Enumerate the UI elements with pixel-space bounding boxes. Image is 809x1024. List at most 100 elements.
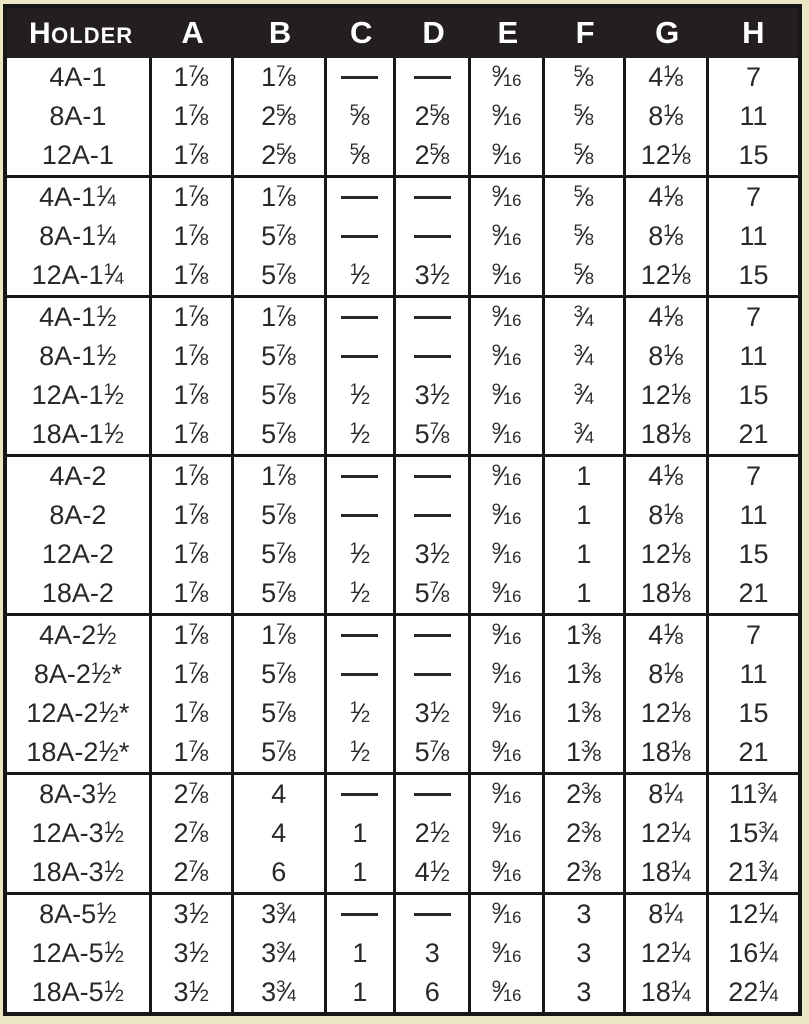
value-cell: 7 bbox=[745, 182, 762, 212]
fraction: 3⁄4 bbox=[276, 899, 297, 929]
value-cell: 4 1⁄8 bbox=[626, 616, 710, 655]
fraction: 7⁄8 bbox=[188, 302, 209, 332]
fraction: 1⁄8 bbox=[663, 620, 684, 650]
value-cell: 9⁄16 bbox=[471, 535, 545, 574]
value-cell: 8 1⁄4 bbox=[626, 775, 710, 814]
value-cell: 1 bbox=[327, 814, 397, 853]
value-cell: 9⁄16 bbox=[471, 853, 545, 892]
fraction: 7⁄8 bbox=[188, 62, 209, 92]
empty-dash bbox=[341, 514, 379, 517]
holder-cell: 4A-2 bbox=[7, 457, 152, 496]
fraction: 1⁄2 bbox=[349, 260, 371, 290]
fraction: 9⁄16 bbox=[491, 302, 522, 332]
value-cell: 3 3⁄4 bbox=[234, 973, 327, 1012]
fraction: 1⁄2 bbox=[188, 938, 209, 968]
table-group: 4A-1 1⁄4 1 7⁄8 1 7⁄8 9⁄16 5⁄8 4 1⁄8 7 8A-1 1⁄4 1 7⁄8 5 7… bbox=[7, 175, 798, 295]
value-cell: 18 1⁄8 bbox=[626, 733, 710, 772]
empty-dash bbox=[413, 793, 451, 796]
empty-dash bbox=[413, 673, 451, 676]
value-cell: 1 7⁄8 bbox=[152, 337, 234, 376]
value-cell: 21 bbox=[738, 578, 769, 608]
value-cell: 11 bbox=[739, 341, 768, 371]
fraction: 1⁄2 bbox=[98, 737, 119, 767]
header-cell-g: G bbox=[655, 15, 680, 50]
value-cell: 9⁄16 bbox=[471, 457, 545, 496]
value-cell bbox=[396, 616, 472, 655]
value-cell: 1 7⁄8 bbox=[234, 616, 327, 655]
fraction: 1⁄4 bbox=[96, 221, 117, 251]
empty-dash bbox=[413, 913, 451, 916]
table-row: 8A-2 1 7⁄8 5 7⁄8 9⁄16 1 8 1⁄8 11 bbox=[7, 496, 798, 535]
holder-cell: 4A-2 1⁄2 bbox=[7, 616, 152, 655]
fraction: 7⁄8 bbox=[188, 737, 209, 767]
value-cell bbox=[396, 496, 472, 535]
table-row: 12A-1 1 7⁄8 2 5⁄8 5⁄8 2 5⁄8 9⁄16 5⁄8 12 1⁄8 15 bbox=[7, 136, 798, 175]
table-row: 8A-2 1⁄2 * 1 7⁄8 5 7⁄8 9⁄16 1 3⁄8 8 1⁄8 11 bbox=[7, 655, 798, 694]
fraction: 1⁄8 bbox=[663, 182, 684, 212]
value-cell: 3 1⁄2 bbox=[152, 973, 234, 1012]
fraction: 7⁄8 bbox=[276, 221, 297, 251]
fraction: 7⁄8 bbox=[276, 62, 297, 92]
fraction: 9⁄16 bbox=[491, 779, 522, 809]
fraction: 9⁄16 bbox=[491, 899, 522, 929]
value-cell: 2 7⁄8 bbox=[152, 775, 234, 814]
value-cell: 18 1⁄4 bbox=[626, 973, 710, 1012]
table-row: 4A-1 1 7⁄8 1 7⁄8 9⁄16 5⁄8 4 1⁄8 7 bbox=[7, 58, 798, 97]
table-group: 4A-2 1 7⁄8 1 7⁄8 9⁄16 1 4 1⁄8 7 8A-2 1 7⁄8 5 7⁄8 9⁄16 1 8… bbox=[7, 454, 798, 613]
fraction: 3⁄8 bbox=[581, 698, 602, 728]
empty-dash bbox=[341, 235, 379, 238]
fraction: 1⁄2 bbox=[349, 539, 371, 569]
empty-dash bbox=[413, 235, 451, 238]
empty-dash bbox=[341, 673, 379, 676]
value-cell: 9⁄16 bbox=[471, 178, 545, 217]
value-cell: 1 7⁄8 bbox=[152, 694, 234, 733]
fraction: 9⁄16 bbox=[491, 419, 522, 449]
fraction: 7⁄8 bbox=[188, 779, 209, 809]
empty-dash bbox=[413, 355, 451, 358]
value-cell: 2 7⁄8 bbox=[152, 814, 234, 853]
fraction: 5⁄8 bbox=[573, 260, 595, 290]
fraction: 1⁄4 bbox=[670, 977, 692, 1007]
fraction: 9⁄16 bbox=[491, 500, 522, 530]
empty-dash bbox=[341, 793, 379, 796]
value-cell: 9⁄16 bbox=[471, 496, 545, 535]
fraction: 9⁄16 bbox=[491, 101, 522, 131]
value-cell: 9⁄16 bbox=[471, 574, 545, 613]
value-cell: 12 1⁄8 bbox=[626, 376, 710, 415]
fraction: 9⁄16 bbox=[491, 341, 522, 371]
empty-dash bbox=[413, 316, 451, 319]
value-cell: 5 7⁄8 bbox=[234, 655, 327, 694]
value-cell bbox=[396, 457, 472, 496]
value-cell: 3 1⁄2 bbox=[396, 694, 472, 733]
value-cell: 11 bbox=[739, 500, 768, 530]
table-row: 8A-1 1⁄2 1 7⁄8 5 7⁄8 9⁄16 3⁄4 8 1⁄8 11 bbox=[7, 337, 798, 376]
fraction: 1⁄8 bbox=[670, 419, 692, 449]
table-group: 4A-1 1 7⁄8 1 7⁄8 9⁄16 5⁄8 4 1⁄8 7 8A-1 1 7⁄8 2 5⁄8 5⁄8 2… bbox=[7, 58, 798, 175]
fraction: 1⁄2 bbox=[96, 341, 117, 371]
value-cell: 1 7⁄8 bbox=[152, 574, 234, 613]
value-cell: 2 5⁄8 bbox=[396, 136, 472, 175]
value-cell: 3 bbox=[545, 934, 626, 973]
value-cell: 5⁄8 bbox=[545, 217, 626, 256]
value-cell: 1⁄2 bbox=[327, 694, 397, 733]
value-cell: 1 bbox=[327, 853, 397, 892]
value-cell: 1 3⁄8 bbox=[545, 694, 626, 733]
table-group: 8A-3 1⁄2 2 7⁄8 4 9⁄16 2 3⁄8 8 1⁄4 11 3⁄4 12A-3 1⁄2 2 7⁄… bbox=[7, 772, 798, 892]
value-cell: 1 7⁄8 bbox=[152, 97, 234, 136]
value-cell: 1 7⁄8 bbox=[234, 58, 327, 97]
fraction: 9⁄16 bbox=[491, 938, 522, 968]
fraction: 3⁄8 bbox=[581, 659, 602, 689]
fraction: 1⁄2 bbox=[188, 977, 209, 1007]
fraction: 9⁄16 bbox=[491, 260, 522, 290]
value-cell: 4 bbox=[234, 775, 327, 814]
value-cell: 6 bbox=[396, 973, 472, 1012]
fraction: 1⁄2 bbox=[349, 419, 371, 449]
value-cell: 11 bbox=[739, 221, 768, 251]
value-cell: 9⁄16 bbox=[471, 775, 545, 814]
table-row: 12A-2 1 7⁄8 5 7⁄8 1⁄2 3 1⁄2 9⁄16 1 12 1⁄8 15 bbox=[7, 535, 798, 574]
fraction: 7⁄8 bbox=[188, 659, 209, 689]
fraction: 5⁄8 bbox=[429, 101, 450, 131]
table-group: 8A-5 1⁄2 3 1⁄2 3 3⁄4 9⁄16 3 8 1⁄4 12 1⁄4 12A-5 1⁄2 3 1⁄… bbox=[7, 892, 798, 1012]
header-cell-c: C bbox=[349, 15, 373, 50]
